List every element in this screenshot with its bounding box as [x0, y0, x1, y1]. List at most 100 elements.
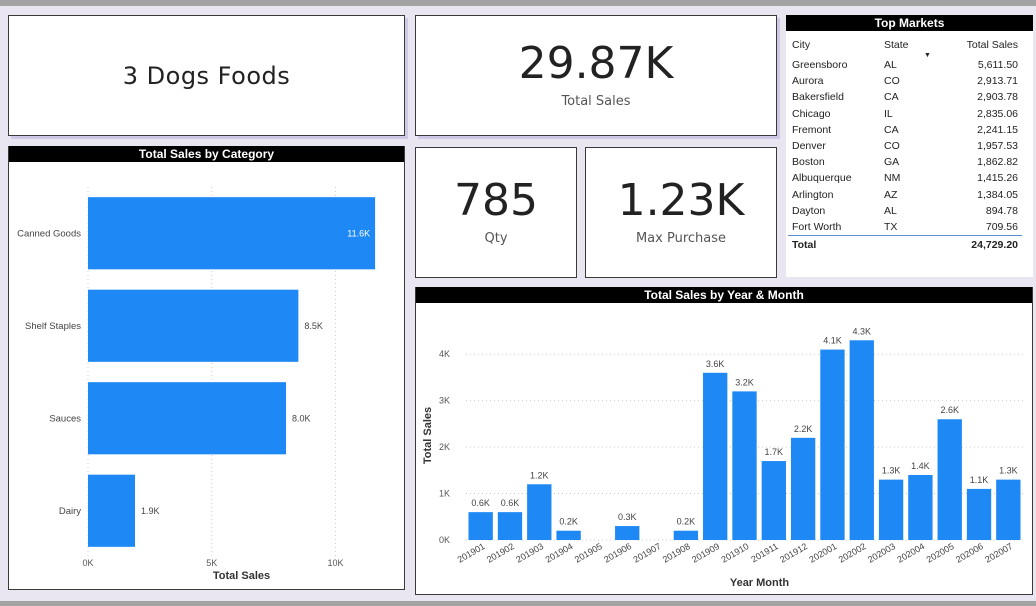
column-header-city[interactable]: City: [792, 39, 811, 51]
sales-cell: 2,835.06: [977, 107, 1018, 120]
sales-cell: 1,415.26: [977, 172, 1018, 185]
y-axis-title: Total Sales: [422, 407, 434, 464]
sort-descending-icon: ▼: [924, 52, 931, 59]
sales-cell: 1,957.53: [977, 140, 1018, 153]
table-row[interactable]: Fremont CA 2,241.15: [788, 122, 1022, 138]
y-tick-label: 3K: [439, 396, 450, 406]
x-tick-label: 201906: [602, 541, 633, 565]
data-label: 0.6K: [501, 498, 520, 508]
data-label: 0.3K: [618, 512, 637, 522]
category-chart-card[interactable]: Total Sales by Category 0K 5K 10K Canned Go…: [8, 146, 405, 590]
city-cell: Dayton: [792, 204, 826, 217]
x-tick-label: 0K: [82, 558, 93, 568]
table-row[interactable]: Boston GA 1,862.82: [788, 154, 1022, 170]
city-cell: Denver: [792, 140, 826, 153]
city-cell: Chicago: [792, 107, 831, 120]
y-tick-label: 0K: [439, 535, 450, 545]
monthly-chart-card[interactable]: Total Sales by Year & Month 0K 1K 2K 3K 4K 0.…: [415, 287, 1033, 595]
table-row[interactable]: Denver CO 1,957.53: [788, 138, 1022, 154]
sales-cell: 2,913.71: [977, 75, 1018, 88]
category-label: Dairy: [59, 506, 81, 517]
category-label: Shelf Staples: [25, 321, 81, 332]
bar[interactable]: [937, 419, 962, 540]
data-label: 1.7K: [765, 447, 784, 457]
monthly-chart-title: Total Sales by Year & Month: [416, 287, 1032, 303]
total-state-blank: [880, 235, 934, 254]
table-row[interactable]: Bakersfield CA 2,903.78: [788, 89, 1022, 105]
bar[interactable]: [966, 488, 992, 540]
total-sales-card[interactable]: 29.87K Total Sales: [415, 15, 777, 136]
data-label: 4.3K: [853, 326, 872, 336]
table-row[interactable]: Arlington AZ 1,384.05: [788, 187, 1022, 203]
category-label: Sauces: [49, 413, 81, 424]
brand-title: 3 Dogs Foods: [122, 61, 291, 90]
category-chart-title: Total Sales by Category: [9, 146, 404, 162]
bar[interactable]: [732, 391, 757, 540]
x-tick-label: 201912: [778, 541, 809, 565]
x-tick-label: 201910: [719, 541, 750, 565]
data-label: 1.3K: [999, 466, 1018, 476]
qty-value: 785: [454, 175, 538, 226]
data-label: 4.1K: [823, 336, 842, 346]
x-tick-label: 201904: [544, 541, 575, 565]
table-row[interactable]: Fort Worth TX 709.56: [788, 219, 1022, 236]
top-border: [0, 0, 1036, 6]
bar[interactable]: [790, 437, 816, 540]
table-row[interactable]: Albuquerque NM 1,415.26: [788, 170, 1022, 186]
bar[interactable]: [878, 479, 904, 540]
data-label: 1.4K: [911, 461, 930, 471]
column-header-total-sales[interactable]: Total Sales: [966, 39, 1018, 51]
bar[interactable]: [820, 349, 845, 540]
qty-card[interactable]: 785 Qty: [415, 147, 577, 278]
bar[interactable]: [88, 382, 286, 455]
table-row[interactable]: Aurora CO 2,913.71: [788, 73, 1022, 89]
max-purchase-label: Max Purchase: [635, 231, 727, 246]
data-label: 0.2K: [677, 517, 696, 527]
data-label: 2.2K: [794, 424, 813, 434]
x-tick-label: 201907: [632, 541, 663, 565]
state-cell: IL: [884, 107, 893, 120]
x-tick-label: 201903: [514, 541, 545, 565]
sales-cell: 1,384.05: [977, 188, 1018, 201]
x-tick-label: 5K: [206, 558, 217, 568]
bar[interactable]: [468, 512, 493, 540]
max-purchase-card[interactable]: 1.23K Max Purchase: [585, 147, 777, 278]
top-markets-table[interactable]: Top Markets City State ▼ Total Sales Gree…: [786, 15, 1033, 277]
table-row[interactable]: Greensboro AL 5,611.50: [788, 57, 1022, 73]
bar[interactable]: [849, 340, 874, 540]
x-tick-label: 201909: [690, 541, 721, 565]
column-header-state-label: State: [884, 39, 909, 51]
table-row[interactable]: Chicago IL 2,835.06: [788, 106, 1022, 122]
bar[interactable]: [615, 526, 640, 540]
bar[interactable]: [996, 479, 1021, 540]
bar[interactable]: [497, 512, 523, 540]
table-row[interactable]: Dayton AL 894.78: [788, 203, 1022, 219]
bar[interactable]: [761, 461, 786, 540]
x-tick-label: 202007: [983, 541, 1014, 565]
bar[interactable]: [908, 474, 933, 540]
city-cell: Boston: [792, 156, 825, 169]
bar[interactable]: [673, 530, 699, 540]
x-tick-label: 201902: [485, 541, 516, 565]
x-tick-label: 202003: [866, 541, 897, 565]
bar[interactable]: [703, 372, 728, 540]
data-label: 1.9K: [141, 506, 160, 516]
top-markets-grid: City State ▼ Total Sales Greensboro AL 5,61…: [788, 33, 1022, 254]
x-tick-label: 201905: [573, 541, 604, 565]
x-tick-label: 10K: [327, 558, 343, 568]
state-cell: NM: [884, 172, 901, 185]
bar[interactable]: [88, 289, 299, 362]
data-label: 1.2K: [530, 470, 549, 480]
bar[interactable]: [527, 484, 552, 540]
bar[interactable]: [88, 474, 136, 547]
x-tick-label: 201911: [749, 541, 779, 564]
state-cell: TX: [884, 220, 898, 233]
data-label: 11.6K: [347, 228, 370, 238]
bar[interactable]: [556, 530, 581, 540]
city-cell: Fremont: [792, 123, 832, 136]
state-cell: CO: [884, 140, 900, 153]
bar[interactable]: [88, 197, 376, 270]
data-label: 8.5K: [304, 321, 323, 331]
column-header-state[interactable]: State ▼: [880, 33, 934, 59]
sales-cell: 5,611.50: [977, 59, 1018, 72]
